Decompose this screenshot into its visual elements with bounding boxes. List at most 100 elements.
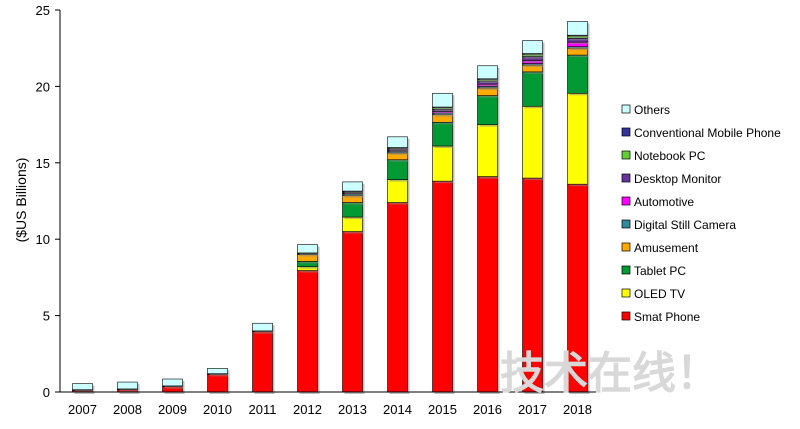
bar-shadow — [389, 149, 410, 151]
bar-shadow — [209, 375, 230, 377]
bar-shadow — [524, 62, 545, 66]
bar-segment-others — [297, 244, 318, 254]
bar-shadow — [119, 391, 140, 394]
bar-shadow — [344, 194, 365, 196]
bar-shadow — [479, 81, 500, 84]
bar-shadow — [344, 196, 365, 198]
legend-swatch — [621, 104, 631, 114]
bar-segment-tablet-pc — [522, 71, 543, 107]
bar-segment-oled-tv — [432, 145, 453, 182]
legend-label: Amusement — [634, 241, 699, 255]
bar-shadow — [479, 88, 500, 90]
x-tick-label: 2017 — [518, 402, 547, 417]
bar-shadow — [344, 193, 365, 194]
bar-shadow — [524, 65, 545, 68]
bar-shadow — [299, 254, 320, 256]
bar-shadow — [344, 193, 365, 195]
bar-shadow — [524, 56, 545, 59]
x-tick-label: 2014 — [383, 402, 412, 417]
legend-swatch — [621, 242, 631, 252]
bar-segment-others — [432, 92, 453, 108]
bar-segment-others — [342, 181, 363, 192]
bar-shadow — [254, 332, 275, 334]
bar-segment-smat-phone — [207, 374, 228, 393]
legend-label: Notebook PC — [634, 149, 706, 163]
x-tick-label: 2009 — [158, 402, 187, 417]
legend-label: OLED TV — [634, 287, 685, 301]
legend-label: Automotive — [634, 195, 694, 209]
watermark: 技术在线！ — [500, 348, 720, 399]
bar-shadow — [164, 387, 185, 389]
bar-shadow — [479, 83, 500, 87]
bar-shadow — [434, 113, 455, 116]
bar-segment-smat-phone — [342, 231, 363, 393]
legend-swatch — [621, 196, 631, 206]
bar-shadow — [74, 392, 95, 394]
y-tick-label: 0 — [43, 385, 50, 400]
bar-shadow — [344, 195, 365, 197]
bar-shadow — [434, 111, 455, 114]
x-tick-label: 2007 — [68, 402, 97, 417]
bar-shadow — [299, 255, 320, 257]
x-tick-label: 2008 — [113, 402, 142, 417]
watermark-text: 技术在线！ — [500, 348, 720, 399]
y-tick-label: 25 — [36, 3, 50, 18]
bar-segment-others — [252, 322, 273, 332]
bar-segment-oled-tv — [387, 179, 408, 203]
legend-swatch — [621, 173, 631, 183]
bar-shadow — [479, 80, 500, 82]
bar-segment-smat-phone — [432, 180, 453, 393]
legend-label: Tablet PC — [634, 264, 686, 278]
x-tick-label: 2013 — [338, 402, 367, 417]
bar-segment-smat-phone — [252, 331, 273, 393]
x-tick-label: 2011 — [249, 402, 277, 417]
bar-segment-others — [387, 136, 408, 148]
y-tick-label: 10 — [36, 232, 50, 247]
bar-segment-others — [207, 368, 228, 374]
bar-shadow — [524, 55, 545, 57]
x-tick-label: 2016 — [473, 402, 502, 417]
bar-shadow — [479, 86, 500, 89]
bar-segment-smat-phone — [387, 202, 408, 393]
x-tick-label: 2015 — [428, 402, 457, 417]
bar-segment-oled-tv — [567, 92, 588, 185]
bar-segment-others — [567, 21, 588, 36]
bar-segment-smat-phone — [297, 270, 318, 393]
bar-segment-oled-tv — [477, 124, 498, 177]
bar-shadow — [569, 48, 590, 51]
bar-segment-oled-tv — [522, 105, 543, 179]
y-axis-label: ($US Billions) — [13, 158, 29, 243]
bar-segment-others — [522, 40, 543, 54]
legend-swatch — [621, 265, 631, 275]
bar-shadow — [434, 115, 455, 117]
legend-swatch — [621, 150, 631, 160]
x-tick-label: 2012 — [293, 402, 322, 417]
bar-shadow — [389, 152, 410, 154]
bar-segment-others — [477, 65, 498, 80]
bar-segment-tablet-pc — [567, 54, 588, 94]
legend-label: Conventional Mobile Phone — [634, 126, 781, 140]
bar-shadow — [389, 150, 410, 152]
bars-group — [72, 21, 590, 394]
bar-segment-tablet-pc — [477, 95, 498, 125]
y-tick-label: 20 — [36, 79, 50, 94]
bar-segment-others — [117, 381, 138, 390]
legend: Others Conventional Mobile Phone Notebook … — [621, 103, 781, 324]
bar-shadow — [389, 153, 410, 155]
legend-label: Others — [634, 103, 670, 117]
bar-shadow — [119, 390, 140, 392]
bar-shadow — [569, 37, 590, 38]
bar-segment-tablet-pc — [432, 122, 453, 147]
legend-swatch — [621, 219, 631, 229]
y-tick-label: 15 — [36, 156, 50, 171]
y-tick-label: 5 — [43, 309, 50, 324]
legend-swatch — [621, 127, 631, 137]
bar-shadow — [569, 37, 590, 41]
bar-segment-tablet-pc — [387, 159, 408, 180]
bar-segment-tablet-pc — [342, 202, 363, 218]
bar-segment-others — [162, 378, 183, 387]
x-tick-label: 2018 — [563, 402, 592, 417]
legend-swatch — [621, 288, 631, 298]
